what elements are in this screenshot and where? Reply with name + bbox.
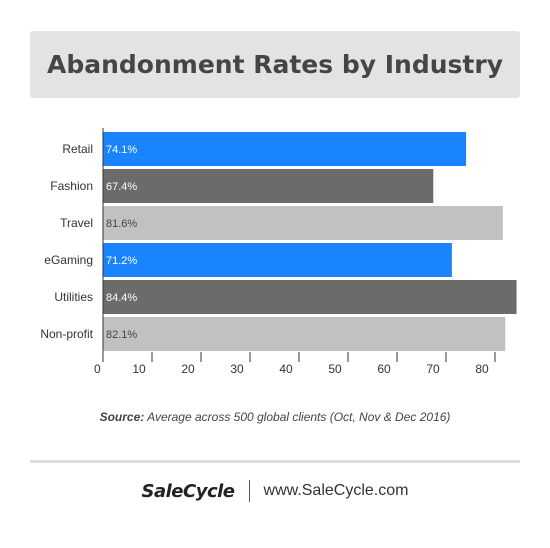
bar-chart: Retail 74.1% Fashion 67.4% Travel 81.6% eGamin… <box>40 128 517 376</box>
x-tick-label: 60 <box>377 362 391 376</box>
category-label: Non-profit <box>40 327 93 341</box>
website-link[interactable]: www.SaleCycle.com <box>263 482 409 499</box>
footer-separator <box>248 480 250 502</box>
bar <box>103 169 434 203</box>
value-label: 74.1% <box>106 144 137 156</box>
bar <box>103 280 517 314</box>
x-tick-label: 80 <box>475 362 489 376</box>
value-label: 81.6% <box>106 218 137 230</box>
category-label: eGaming <box>44 253 93 267</box>
source-note: Source: Average across 500 global client… <box>0 410 550 424</box>
bar <box>103 206 503 240</box>
chart-title: Abandonment Rates by Industry <box>47 50 503 79</box>
source-label: Source: <box>99 410 145 424</box>
value-label: 82.1% <box>106 329 137 341</box>
title-panel: Abandonment Rates by Industry <box>30 31 520 98</box>
x-tick-label: 10 <box>132 362 146 376</box>
x-tick-label: 20 <box>181 362 195 376</box>
brand-logo[interactable]: SaleCycle <box>141 480 235 502</box>
x-tick-label: 0 <box>94 362 101 376</box>
x-tick-label: 50 <box>328 362 342 376</box>
bar <box>103 243 452 277</box>
category-label: Retail <box>62 142 93 156</box>
footer-divider <box>30 460 520 463</box>
x-tick-label: 70 <box>426 362 440 376</box>
x-tick-label: 30 <box>230 362 244 376</box>
value-label: 67.4% <box>106 181 137 193</box>
bar <box>103 317 506 351</box>
category-label: Travel <box>60 216 93 230</box>
value-label: 84.4% <box>106 292 137 304</box>
source-text: Average across 500 global clients (Oct, … <box>147 410 451 424</box>
category-label: Utilities <box>54 290 93 304</box>
x-tick-label: 40 <box>279 362 293 376</box>
bar <box>103 132 467 166</box>
value-label: 71.2% <box>106 255 137 267</box>
category-label: Fashion <box>50 179 93 193</box>
footer: SaleCycle www.SaleCycle.com <box>0 478 550 504</box>
